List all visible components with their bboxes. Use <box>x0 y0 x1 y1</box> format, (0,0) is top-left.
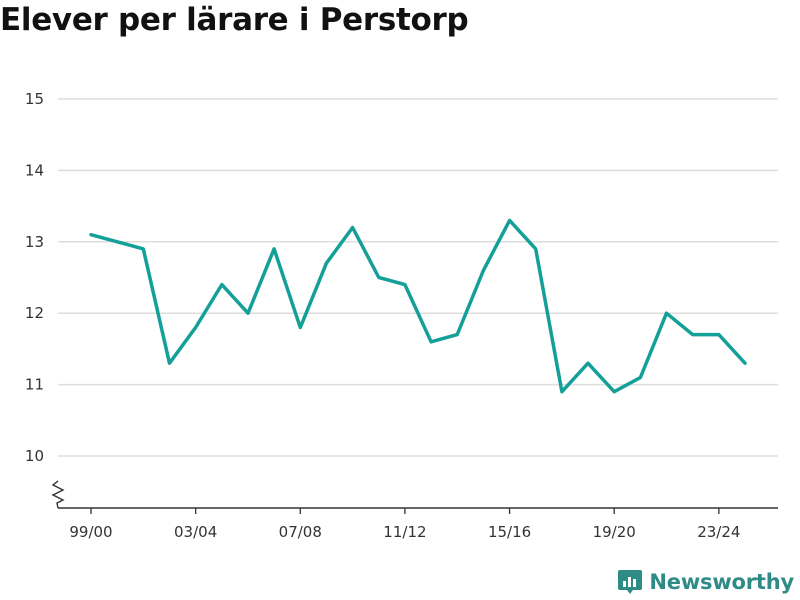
y-gridlines <box>58 98 778 457</box>
y-tick-label: 12 <box>25 304 44 322</box>
y-axis-tick-labels: 10 11 12 13 14 15 <box>25 90 44 465</box>
y-axis-break-mark <box>51 480 65 509</box>
y-tick-label: 11 <box>25 376 44 394</box>
brand-name: Newsworthy <box>649 570 794 594</box>
x-tick-label: 11/12 <box>383 523 426 541</box>
y-tick-label: 10 <box>25 447 44 465</box>
y-tick-label: 14 <box>25 161 44 179</box>
series-line-group <box>89 218 747 394</box>
x-axis <box>51 480 778 509</box>
y-tick-label: 15 <box>25 90 44 108</box>
x-tick-label: 15/16 <box>488 523 531 541</box>
x-tick-label: 19/20 <box>593 523 636 541</box>
chart-title: Elever per lärare i Perstorp <box>0 2 469 38</box>
x-axis-tick-labels: 99/00 03/04 07/08 11/12 15/16 19/20 23/24 <box>69 508 740 541</box>
brand-logo: Newsworthy <box>617 568 794 596</box>
y-tick-label: 13 <box>25 233 44 251</box>
x-tick-label: 07/08 <box>279 523 322 541</box>
x-tick-label: 23/24 <box>697 523 740 541</box>
newsworthy-logo-icon <box>618 570 643 594</box>
series-line <box>89 218 747 394</box>
x-tick-label: 03/04 <box>174 523 217 541</box>
x-tick-label: 99/00 <box>69 523 112 541</box>
